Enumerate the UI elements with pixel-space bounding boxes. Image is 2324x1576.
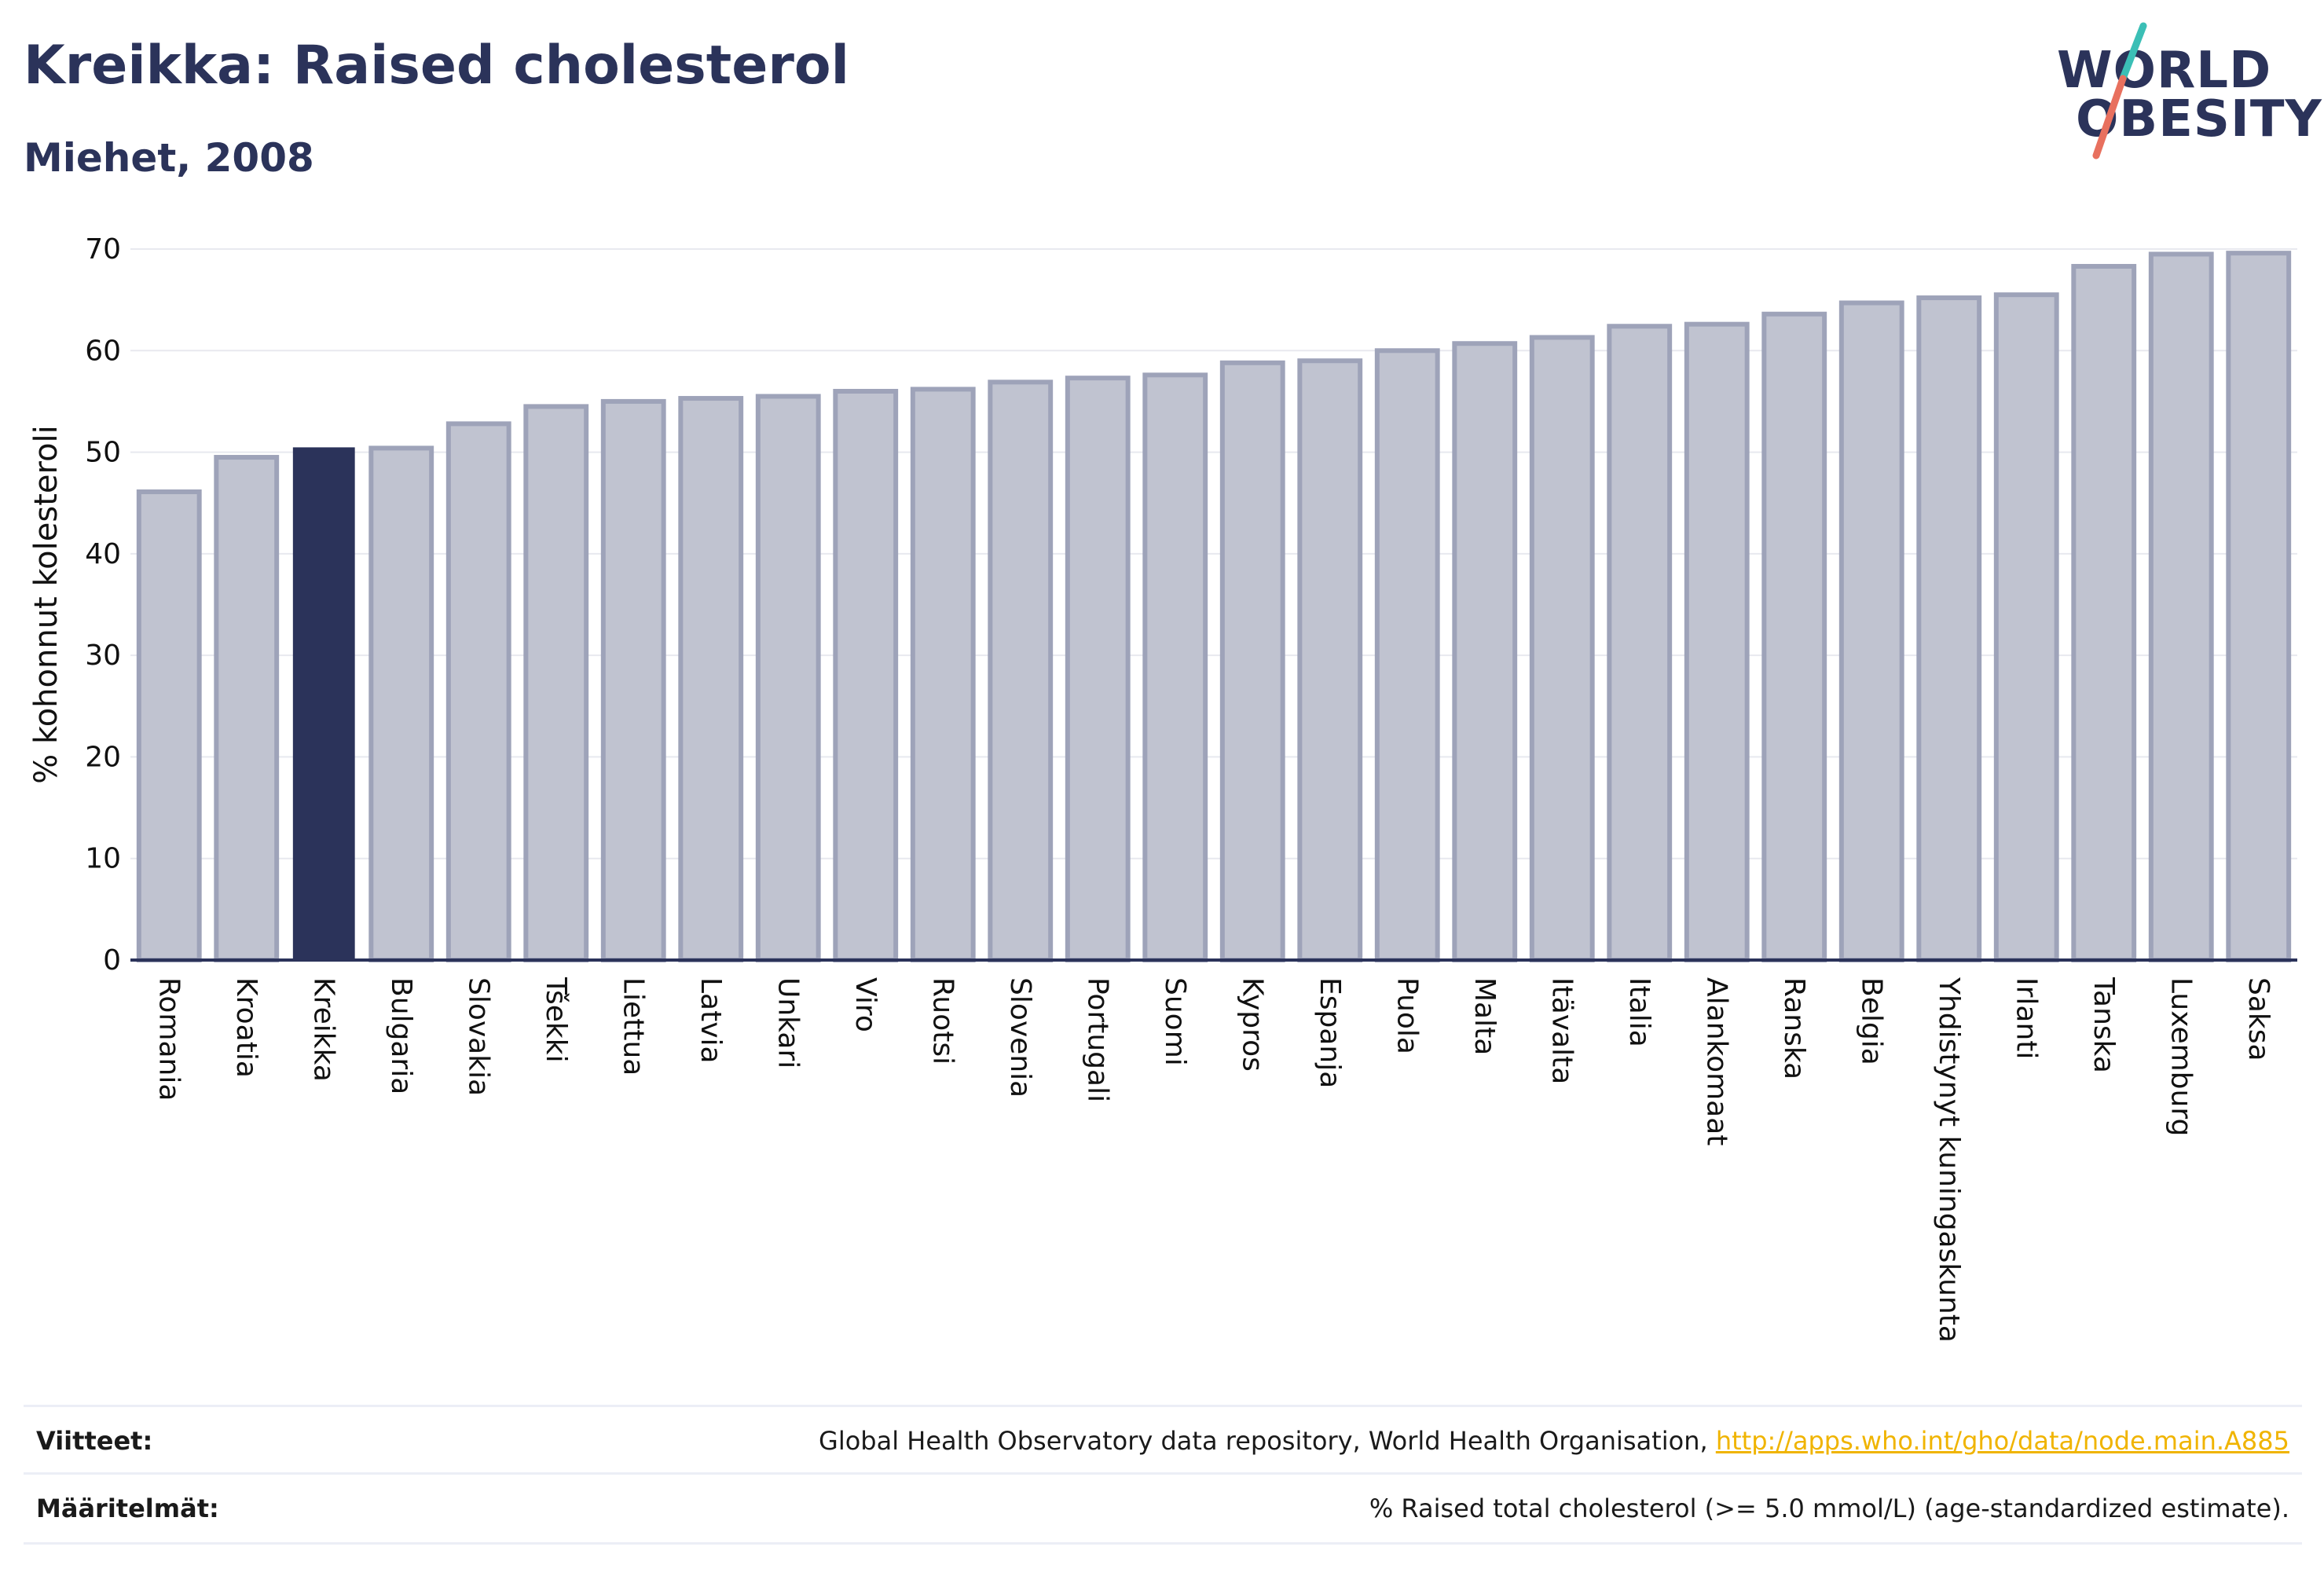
logo-slash-icon xyxy=(2092,22,2147,159)
chart-subtitle: Miehet, 2008 xyxy=(24,135,314,181)
references-text: Global Health Observatory data repositor… xyxy=(819,1426,1716,1456)
bar xyxy=(1993,292,2059,962)
bar xyxy=(136,489,202,962)
x-tick-label: Suomi xyxy=(1159,977,1191,1066)
bar xyxy=(600,398,666,962)
x-tick-label: Tšekki xyxy=(540,977,572,1063)
x-tick-label: Kypros xyxy=(1236,977,1268,1072)
bar xyxy=(833,389,899,962)
bar xyxy=(2071,263,2137,962)
bar xyxy=(1838,300,1904,962)
bar xyxy=(1607,324,1673,962)
bar xyxy=(1297,358,1363,962)
references-label: Viitteet: xyxy=(36,1426,153,1456)
chart-title: Kreikka: Raised cholesterol xyxy=(24,35,849,97)
y-tick-label: 40 xyxy=(85,538,121,570)
y-axis-label: % kohonnut kolesteroli xyxy=(28,425,64,784)
x-tick-label: Kroatia xyxy=(230,977,262,1078)
references-row: Viitteet: Global Health Observatory data… xyxy=(24,1405,2302,1475)
x-tick-label: Saksa xyxy=(2242,977,2275,1061)
bar xyxy=(2148,251,2214,962)
bar xyxy=(523,404,589,962)
x-tick-label: Romania xyxy=(152,977,185,1101)
x-tick-label: Belgia xyxy=(1855,977,1887,1065)
x-tick-label: Viro xyxy=(849,977,882,1032)
bar xyxy=(1374,348,1440,962)
definitions-value: % Raised total cholesterol (>= 5.0 mmol/… xyxy=(1369,1494,2289,1523)
x-tick-label: Slovenia xyxy=(1004,977,1036,1098)
bar xyxy=(445,421,511,962)
x-tick-label: Alankomaat xyxy=(1700,977,1732,1145)
bar xyxy=(678,396,744,962)
bar xyxy=(1529,335,1595,962)
references-value: Global Health Observatory data repositor… xyxy=(819,1426,2289,1456)
bar xyxy=(2226,251,2292,962)
bar-chart: 0 10 20 30 40 50 60 70 % kohonnut kolesteroli Rom… xyxy=(28,233,2297,1343)
y-tick-label: 0 xyxy=(103,944,121,977)
x-tick-label: Tanska xyxy=(2088,977,2120,1073)
bar xyxy=(214,455,280,962)
y-tick-label: 70 xyxy=(85,233,121,266)
bar xyxy=(292,447,355,961)
x-tick-label: Unkari xyxy=(772,977,804,1068)
x-tick-label: Italia xyxy=(1623,977,1655,1047)
bar xyxy=(910,387,976,962)
x-tick-label: Ranska xyxy=(1778,977,1810,1079)
x-tick-label: Puola xyxy=(1391,977,1423,1054)
bar xyxy=(1219,360,1285,962)
logo-word-world: WORLD xyxy=(2057,42,2272,100)
y-tick-label: 30 xyxy=(85,640,121,672)
x-tick-label: Latvia xyxy=(695,977,727,1064)
y-tick-label: 20 xyxy=(85,741,121,773)
y-tick-label: 10 xyxy=(85,843,121,875)
y-tick-label: 60 xyxy=(85,335,121,367)
world-obesity-logo: WORLD OBESITY xyxy=(2051,22,2322,163)
bar xyxy=(368,445,434,962)
x-tick-label: Espanja xyxy=(1314,977,1346,1088)
x-tick-label: Ruotsi xyxy=(926,977,959,1065)
x-tick-label: Luxemburg xyxy=(2165,977,2197,1136)
x-tick-label: Itävalta xyxy=(1545,977,1578,1084)
bar xyxy=(1065,376,1131,962)
x-tick-label: Bulgaria xyxy=(385,977,417,1094)
bar xyxy=(1916,295,1982,962)
definitions-label: Määritelmät: xyxy=(36,1494,219,1523)
x-tick-label: Portugali xyxy=(1081,977,1113,1102)
bar xyxy=(1142,372,1208,963)
x-tick-label: Slovakia xyxy=(462,977,494,1096)
bar xyxy=(1761,311,1827,962)
x-tick-label: Malta xyxy=(1468,977,1501,1055)
bar xyxy=(1452,341,1518,962)
definitions-row: Määritelmät: % Raised total cholesterol … xyxy=(24,1472,2302,1545)
y-tick-label: 50 xyxy=(85,437,121,469)
x-tick-label: Liettua xyxy=(617,977,649,1076)
bar xyxy=(755,394,821,962)
x-tick-label: Irlanti xyxy=(2010,977,2042,1059)
references-link[interactable]: http://apps.who.int/gho/data/node.main.A… xyxy=(1715,1426,2289,1456)
bar xyxy=(1684,321,1750,962)
x-tick-label: Kreikka xyxy=(307,977,339,1082)
bar xyxy=(988,379,1054,963)
x-tick-label: Yhdistynyt kuningaskunta xyxy=(1933,977,1965,1343)
